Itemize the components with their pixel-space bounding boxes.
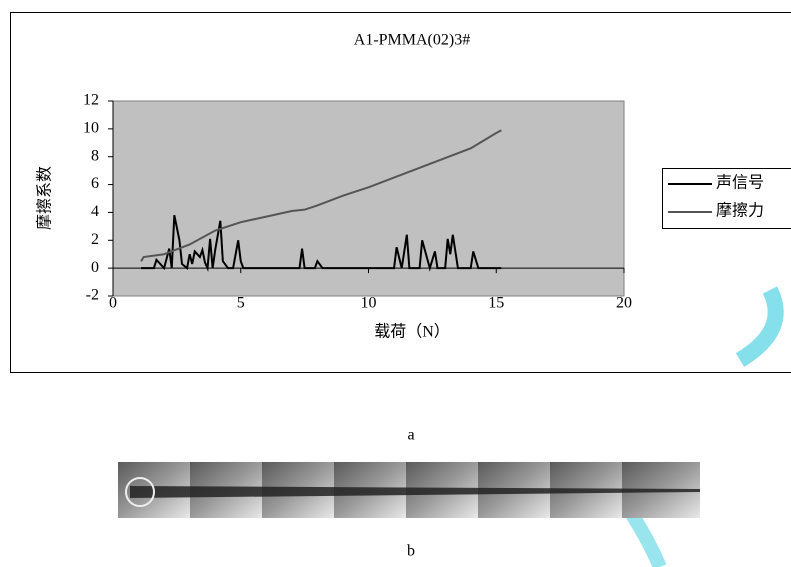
- series-line: [141, 215, 502, 272]
- y-tick-label: 0: [91, 259, 99, 276]
- caption: b: [407, 543, 415, 560]
- watermark: [735, 286, 784, 367]
- y-tick-label: 12: [83, 92, 99, 109]
- x-tick-label: 0: [109, 295, 117, 312]
- caption: a: [407, 427, 414, 444]
- legend-box: [662, 168, 791, 229]
- micrograph: [118, 462, 700, 518]
- chart-frame: [10, 12, 791, 373]
- x-tick-label: 15: [488, 295, 504, 312]
- y-tick-label: 4: [91, 203, 99, 220]
- y-tick-label: -2: [86, 287, 99, 304]
- x-axis-label: 载荷（N）: [374, 323, 450, 341]
- legend-label: 摩擦力: [716, 202, 764, 220]
- legend-label: 声信号: [716, 174, 764, 192]
- y-tick-label: 6: [91, 175, 99, 192]
- y-tick-label: 2: [91, 231, 99, 248]
- series-line: [140, 129, 502, 262]
- x-tick-label: 20: [616, 295, 632, 312]
- plot-area: [112, 100, 625, 297]
- chart-title: A1-PMMA(02)3#: [354, 32, 470, 49]
- y-axis-label: 摩擦系数: [36, 166, 54, 230]
- y-tick-label: 8: [91, 147, 99, 164]
- x-tick-label: 10: [361, 295, 377, 312]
- x-tick-label: 5: [237, 295, 245, 312]
- y-tick-label: 10: [83, 120, 99, 137]
